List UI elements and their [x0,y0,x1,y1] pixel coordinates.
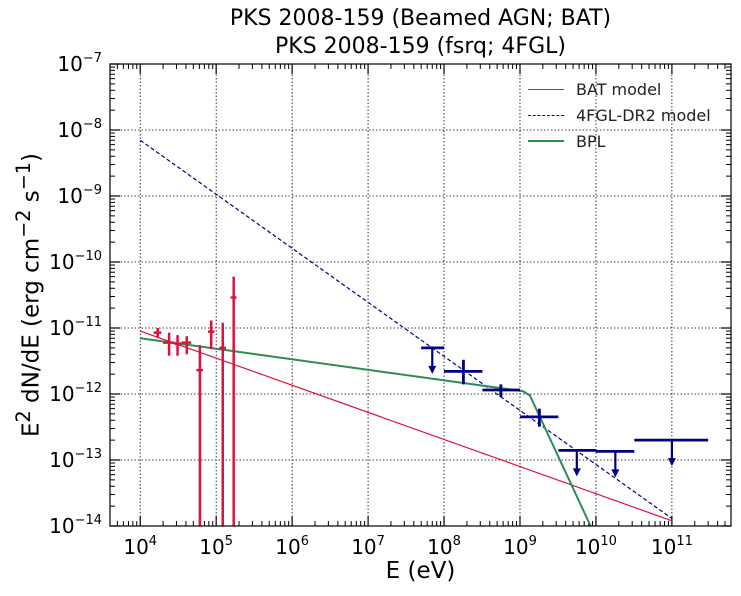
plot-frame [109,63,732,527]
x-axis-label: E (eV) [385,558,456,584]
x-tick-label: 107 [351,534,385,559]
y-tick-label: 10−12 [49,381,102,406]
chart-subtitle: PKS 2008-159 (fsrq; 4FGL) [275,34,566,59]
legend-item-4fgl-model: 4FGL-DR2 model [528,102,711,128]
x-tick-label: 104 [123,534,157,559]
x-tick-label: 108 [427,534,461,559]
x-tick-label: 105 [199,534,233,559]
y-tick-label: 10−9 [57,183,102,208]
lat-upper-limit-arrow [667,458,676,467]
x-tick-label: 1011 [651,534,693,559]
chart-title: PKS 2008-159 (Beamed AGN; BAT) [229,6,612,31]
y-tick-label: 10−14 [49,513,102,538]
series-line-4fgl-dr2-model [139,139,673,519]
y-tick-label: 10−11 [49,315,102,340]
legend: BAT model 4FGL-DR2 model BPL [528,76,711,154]
lat-upper-limit-arrow [611,469,620,478]
legend-label-bpl: BPL [576,131,606,151]
x-tick-label: 106 [275,534,309,559]
y-tick-label: 10−10 [49,249,102,274]
legend-label-bat-model: BAT model [576,79,662,99]
series-line-bat-model [140,330,673,522]
y-tick-label: 10−8 [57,117,102,142]
y-axis-label: E2 dN/dE (erg cm−2 s−1) [12,153,45,437]
legend-label-4fgl-model: 4FGL-DR2 model [576,105,711,125]
legend-item-bat-model: BAT model [528,76,711,102]
y-tick-label: 10−13 [49,447,102,472]
x-tick-label: 1010 [575,534,617,559]
y-tick-label: 10−7 [57,51,102,76]
legend-swatch-bpl [528,140,564,142]
legend-swatch-bat-model [528,88,564,90]
legend-item-bpl: BPL [528,128,711,154]
lat-upper-limit-arrow [428,365,437,374]
legend-swatch-4fgl-model [528,114,564,116]
lat-upper-limit-arrow [572,468,581,477]
x-tick-label: 109 [503,534,537,559]
series-line-bpl [140,337,592,526]
